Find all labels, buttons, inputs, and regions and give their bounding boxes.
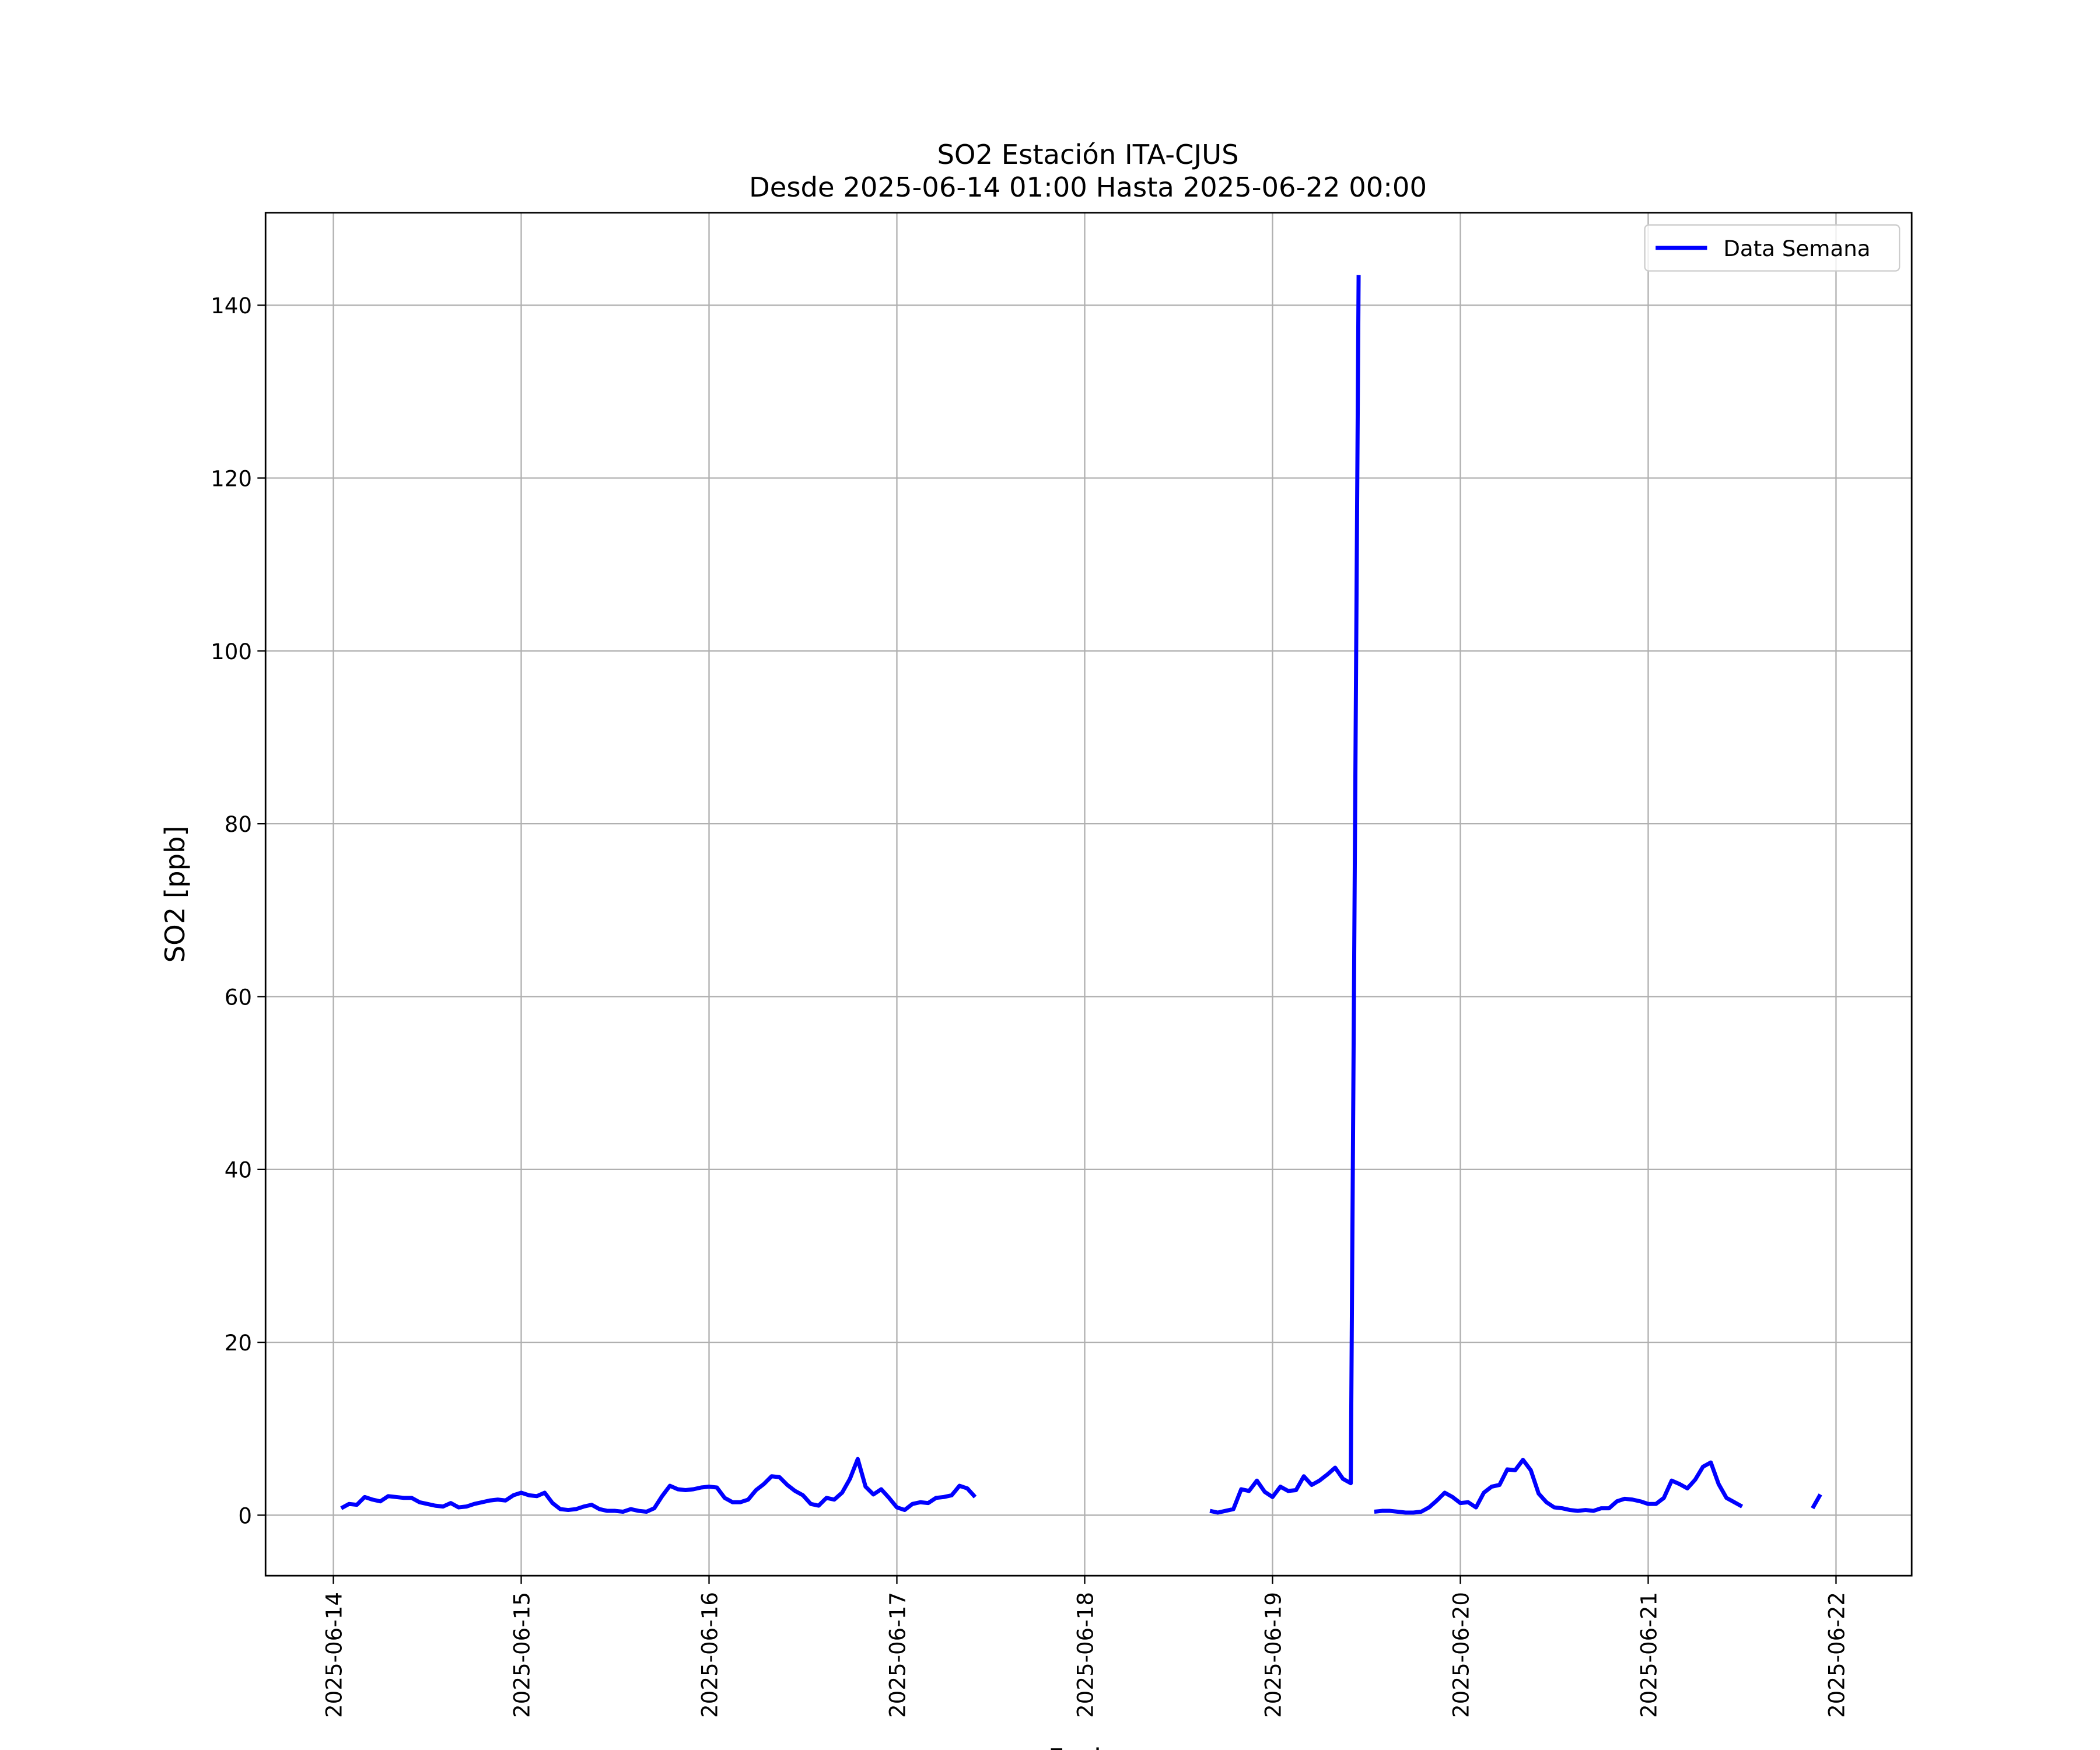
x-tick-label: 2025-06-14 xyxy=(321,1592,346,1718)
y-tick-label: 40 xyxy=(225,1158,252,1183)
data-line xyxy=(340,275,1822,1515)
x-tick-label: 2025-06-18 xyxy=(1073,1592,1098,1718)
chart-subtitle: Desde 2025-06-14 01:00 Hasta 2025-06-22 … xyxy=(749,172,1427,203)
y-tick-label: 0 xyxy=(238,1503,252,1528)
axes-frame xyxy=(264,212,1913,1577)
x-axis-label: Fecha xyxy=(1048,1743,1128,1750)
x-tick-label: 2025-06-22 xyxy=(1824,1592,1849,1718)
x-tick-label: 2025-06-20 xyxy=(1448,1592,1474,1718)
legend-box xyxy=(1644,224,1901,272)
x-tick-label: 2025-06-16 xyxy=(697,1592,722,1718)
y-tick-label: 60 xyxy=(225,985,252,1010)
y-tick-label: 20 xyxy=(225,1331,252,1356)
y-tick-label: 120 xyxy=(211,466,252,491)
y-axis-label: SO2 [ppb] xyxy=(159,825,191,963)
y-tick-label: 100 xyxy=(211,639,252,664)
legend-label: Data Semana xyxy=(1723,236,1870,261)
x-tick-label: 2025-06-15 xyxy=(509,1592,534,1718)
y-tick-label: 140 xyxy=(211,293,252,318)
x-tick-label: 2025-06-21 xyxy=(1636,1592,1661,1718)
x-tick-label: 2025-06-19 xyxy=(1261,1592,1286,1718)
y-tick-label: 80 xyxy=(225,812,252,837)
x-tick-label: 2025-06-17 xyxy=(885,1592,910,1718)
chart-title: SO2 Estación ITA-CJUS xyxy=(937,139,1238,170)
